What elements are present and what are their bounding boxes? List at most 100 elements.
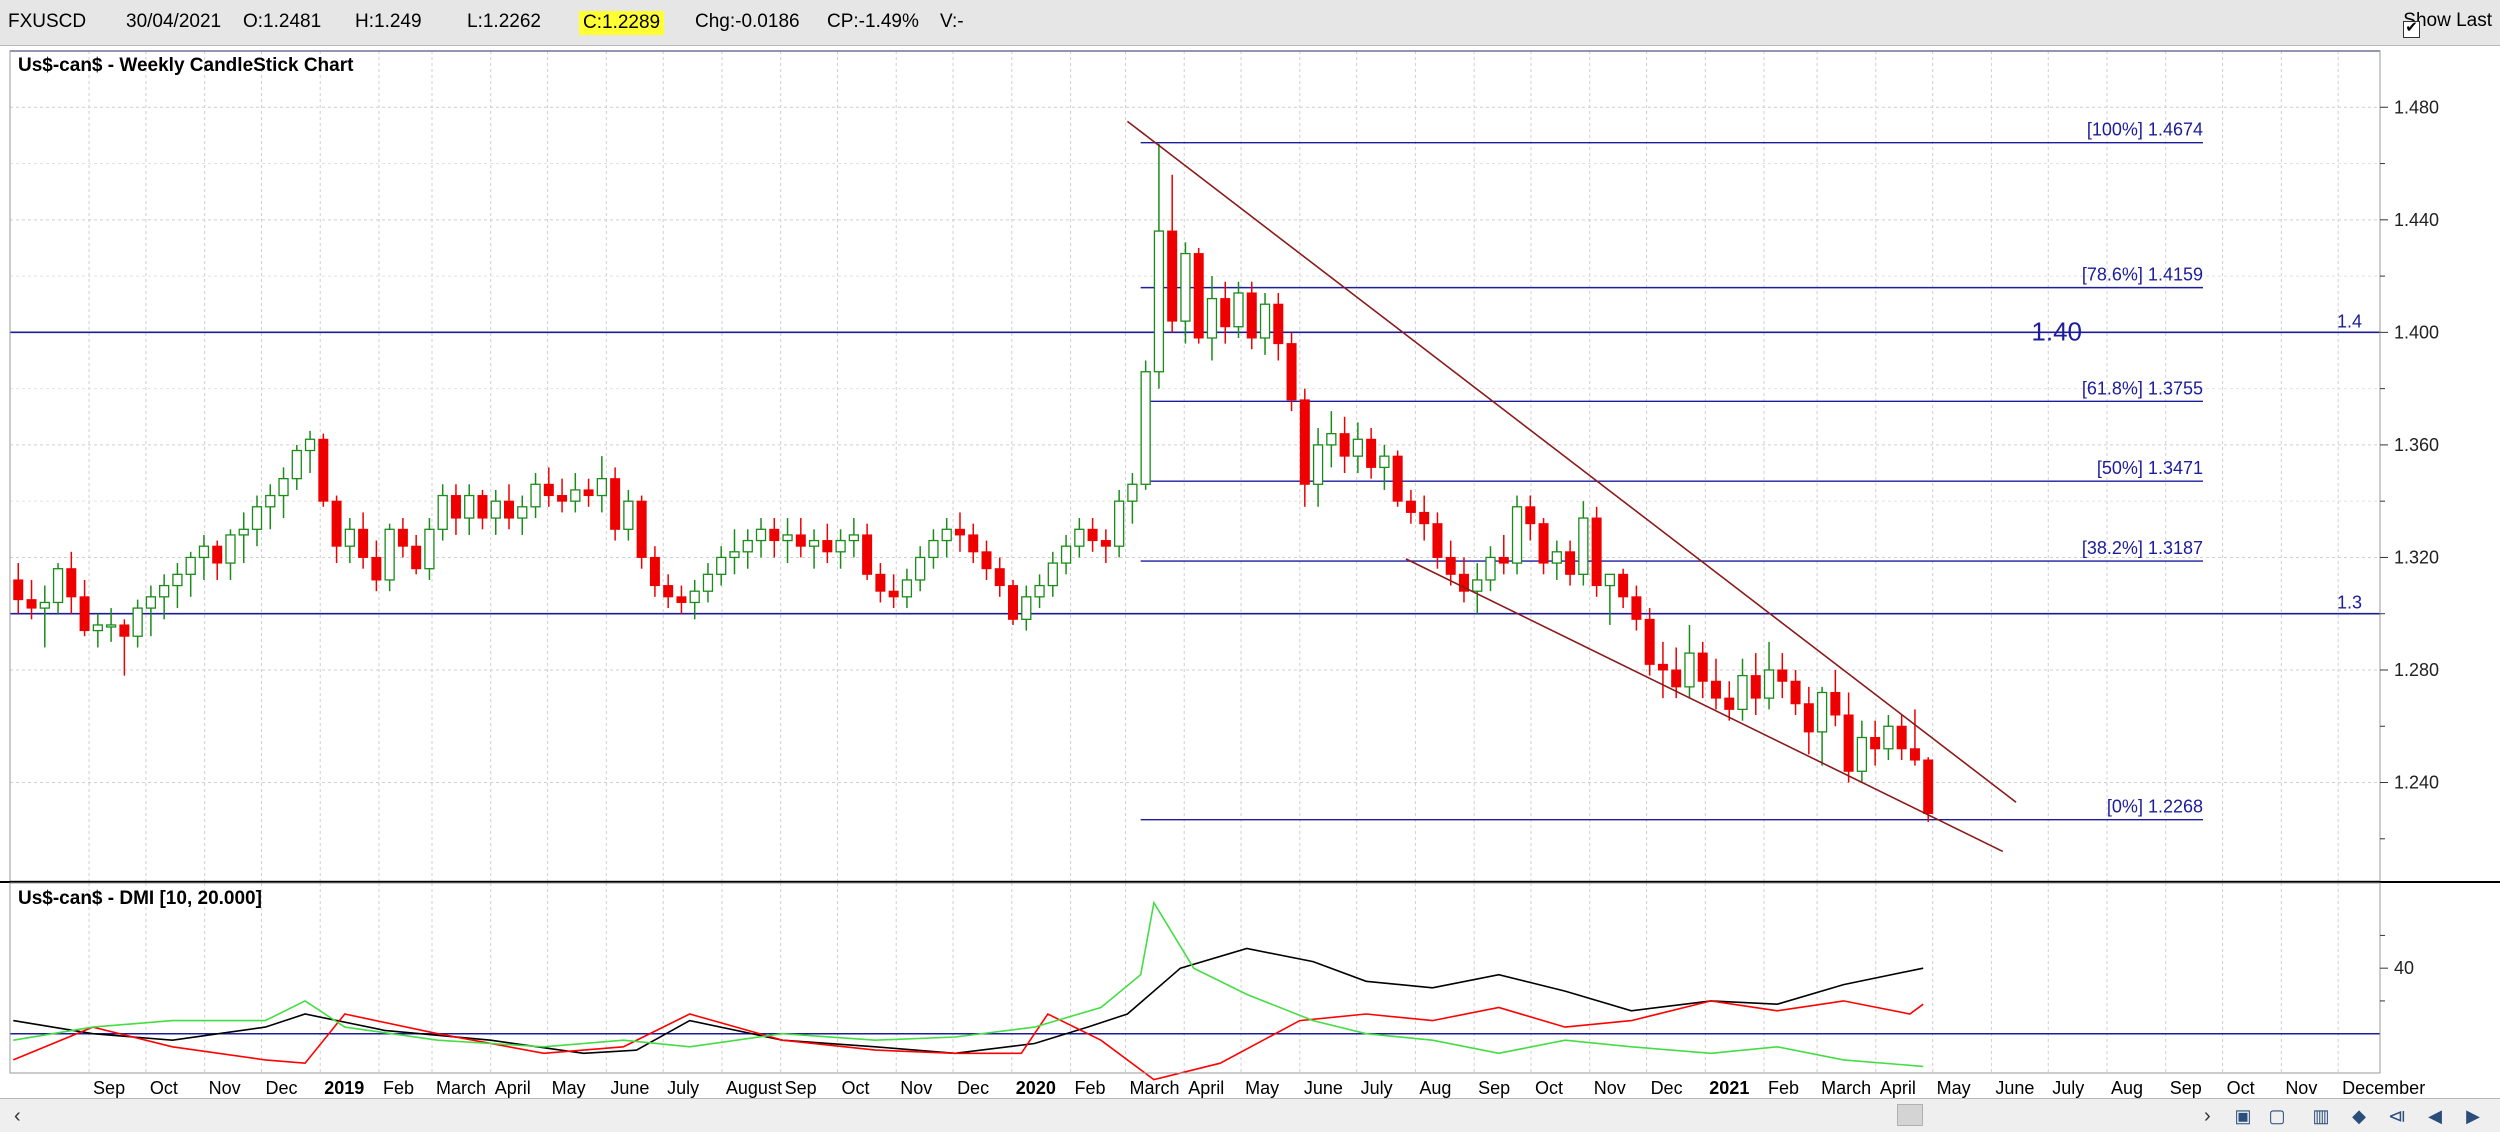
candle-body <box>543 483 554 497</box>
candle <box>1618 568 1629 609</box>
candle <box>450 484 461 535</box>
x-tick-label: July <box>667 1078 699 1098</box>
candle <box>198 534 210 580</box>
change-pct-value: CP:-1.49% <box>827 11 919 32</box>
candle-body <box>808 539 820 547</box>
candle-body <box>132 607 143 637</box>
candle <box>1551 540 1562 580</box>
x-tick-label: Nov <box>1594 1078 1626 1098</box>
trendline <box>1405 558 2004 853</box>
x-tick-label: March <box>1821 1078 1871 1098</box>
candle-body <box>1034 584 1045 598</box>
scroll-right-icon[interactable]: › <box>2204 1105 2211 1127</box>
candle <box>1113 489 1125 558</box>
x-tick-label: Nov <box>209 1078 241 1098</box>
scroll-left-icon[interactable]: ‹ <box>14 1105 21 1127</box>
scroll-thumb[interactable] <box>1897 1104 1923 1126</box>
candle <box>1193 247 1204 344</box>
candle <box>1286 332 1297 412</box>
candle-body <box>782 534 793 542</box>
candle <box>1246 281 1257 350</box>
x-tick-label: June <box>1995 1078 2034 1098</box>
candle <box>358 512 369 569</box>
candle <box>1843 692 1854 783</box>
candle <box>981 540 992 580</box>
candle-body <box>1405 500 1416 513</box>
horizontal-scrollbar[interactable]: ‹ › ▣ ▢ ▥ ◆ ⧏ ◀ ▶ <box>0 1098 2500 1132</box>
candle <box>145 585 157 637</box>
candle <box>994 557 1005 597</box>
candle <box>1816 686 1828 766</box>
zoom-out-icon[interactable]: ▢ <box>2268 1105 2286 1126</box>
y-tick-label: 1.480 <box>2394 97 2439 117</box>
x-tick-label: Dec <box>265 1078 297 1098</box>
candle-body <box>636 500 647 558</box>
candle <box>304 430 316 474</box>
candle <box>596 456 608 513</box>
candle <box>795 518 806 558</box>
chart-area[interactable]: 1.5 1.4 1.40 1.3 [100%] 1.4674 [78.6%] 1.415… <box>0 46 2500 1098</box>
go-start-icon[interactable]: ⧏ <box>2388 1105 2406 1126</box>
x-tick-label: March <box>1129 1078 1179 1098</box>
candle-body <box>769 528 780 542</box>
candle <box>13 563 24 614</box>
level-big-label: 1.40 <box>2031 316 2082 346</box>
candle <box>1498 534 1509 575</box>
candle <box>1684 624 1695 699</box>
candle <box>490 489 501 535</box>
candle <box>1021 585 1032 631</box>
candle <box>1538 518 1549 575</box>
candle-body <box>1087 528 1098 542</box>
candle-body <box>862 534 873 575</box>
candle <box>278 467 289 519</box>
candle <box>105 608 117 642</box>
candle <box>411 534 422 575</box>
candle-body <box>702 573 714 592</box>
candle <box>477 489 488 530</box>
candle-body <box>1511 506 1523 564</box>
candle-body <box>1392 455 1403 502</box>
trendlines[interactable] <box>1126 120 2017 853</box>
volume-value: V:- <box>940 11 964 32</box>
symbol-label: FXUSCD <box>8 11 87 32</box>
candle <box>1074 518 1085 558</box>
candlestick-series <box>13 143 1934 822</box>
x-tick-label: May <box>1937 1078 1971 1098</box>
step-forward-icon[interactable]: ▶ <box>2466 1105 2480 1126</box>
candle-body <box>1339 433 1350 457</box>
candle-body <box>26 599 37 609</box>
show-last-checkbox[interactable] <box>2403 18 2421 38</box>
candle <box>1657 641 1668 699</box>
candle <box>822 523 833 564</box>
candle-body <box>185 556 196 575</box>
candle <box>808 529 820 569</box>
candle-body <box>1140 371 1151 485</box>
grid <box>10 51 2380 1073</box>
candle <box>835 529 846 569</box>
candle-body <box>490 500 501 519</box>
show-last-toggle[interactable]: Show Last <box>2403 10 2492 38</box>
candle <box>1180 242 1191 344</box>
step-back-icon[interactable]: ◀ <box>2428 1105 2442 1126</box>
x-tick-label: Oct <box>150 1078 178 1098</box>
candle <box>755 518 767 558</box>
trendline <box>1126 120 2017 803</box>
candle <box>1220 281 1231 344</box>
fit-icon[interactable]: ◆ <box>2352 1105 2366 1126</box>
candle <box>1777 653 1788 699</box>
x-tick-label: Nov <box>2285 1078 2317 1098</box>
candle <box>941 518 952 558</box>
candle-body <box>1485 556 1496 581</box>
candle <box>1790 669 1801 715</box>
candle <box>1100 529 1111 564</box>
candle <box>504 484 515 530</box>
candle <box>79 579 90 637</box>
candle-body <box>1074 528 1085 547</box>
drawing-tool-icon[interactable]: ▥ <box>2312 1105 2330 1126</box>
zoom-in-icon[interactable]: ▣ <box>2234 1105 2252 1126</box>
candle <box>1750 653 1761 715</box>
candle <box>1565 540 1576 586</box>
candle-body <box>663 585 674 598</box>
candle <box>172 563 183 609</box>
candle <box>1896 715 1907 761</box>
